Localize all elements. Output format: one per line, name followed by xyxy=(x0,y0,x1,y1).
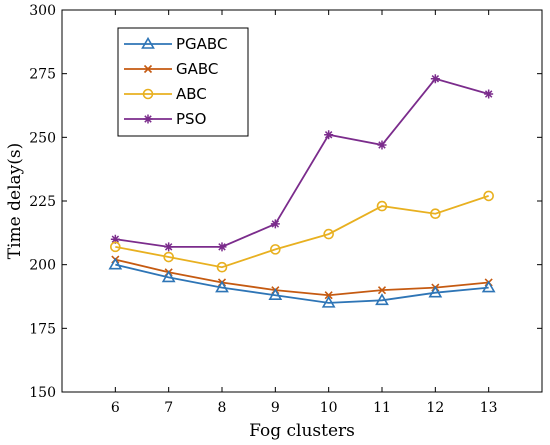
data-point-abc xyxy=(216,261,228,273)
y-tick-label: 200 xyxy=(29,258,56,274)
legend-marker xyxy=(142,88,154,100)
x-tick-label: 11 xyxy=(373,400,391,416)
series-line-pgabc xyxy=(115,263,489,304)
series-pso xyxy=(110,74,494,252)
y-tick-label: 250 xyxy=(29,130,56,146)
data-point-pgabc xyxy=(375,293,389,306)
data-point-abc xyxy=(376,200,388,212)
legend-label: PSO xyxy=(176,110,206,128)
x-tick-label: 13 xyxy=(480,400,498,416)
legend-label: PGABC xyxy=(176,35,227,53)
data-point-pso xyxy=(270,219,280,229)
data-point-pso xyxy=(324,130,334,140)
series-line-abc xyxy=(115,195,489,269)
data-point-abc xyxy=(323,228,334,240)
legend-box xyxy=(117,27,249,137)
series-line-pso xyxy=(115,77,489,248)
y-tick-label: 225 xyxy=(29,194,56,210)
legend-marker xyxy=(141,36,155,49)
data-point-pso xyxy=(164,242,174,252)
x-tick-label: 10 xyxy=(320,400,338,416)
data-point-pgabc xyxy=(268,288,283,301)
legend-label: ABC xyxy=(176,85,207,103)
legend: PGABC GABC ABC PSO xyxy=(117,27,249,137)
series-pgabc xyxy=(108,257,496,308)
y-tick-label: 150 xyxy=(29,385,56,401)
x-tick-label: 12 xyxy=(426,400,444,416)
x-tick-label: 6 xyxy=(111,400,120,416)
data-point-pgabc xyxy=(215,280,229,293)
x-axis-ticks: 6 7 8 9 10 11 12 13 xyxy=(111,10,498,416)
legend-item-abc: ABC xyxy=(124,85,207,103)
data-point-gabc xyxy=(377,286,387,295)
data-point-abc xyxy=(430,208,441,220)
legend-item-pso: PSO xyxy=(124,110,206,128)
data-point-pgabc xyxy=(321,295,336,308)
x-tick-label: 8 xyxy=(218,400,227,416)
data-point-pso xyxy=(377,140,387,150)
x-tick-label: 7 xyxy=(164,400,173,416)
data-point-abc xyxy=(163,251,174,263)
series-abc xyxy=(110,190,494,273)
data-point-gabc xyxy=(324,291,333,300)
data-point-pso xyxy=(484,89,494,99)
data-point-abc xyxy=(483,190,494,202)
data-point-pgabc xyxy=(428,285,443,298)
data-point-pgabc xyxy=(108,257,123,270)
x-tick-label: 9 xyxy=(271,400,280,416)
y-tick-label: 175 xyxy=(29,321,56,337)
x-axis-label: Fog clusters xyxy=(249,421,355,441)
data-point-pgabc xyxy=(161,270,176,283)
data-point-pso xyxy=(217,242,227,252)
data-point-pgabc xyxy=(481,280,496,293)
y-tick-label: 275 xyxy=(29,67,56,83)
legend-label: GABC xyxy=(176,60,218,78)
legend-marker xyxy=(143,64,153,74)
y-axis-label: Time delay(s) xyxy=(5,143,25,259)
y-axis-ticks: 150 175 200 225 250 275 300 xyxy=(29,3,542,401)
plot-marks xyxy=(108,74,496,308)
legend-marker xyxy=(143,114,153,124)
series-line-gabc xyxy=(115,258,489,297)
data-point-pso xyxy=(110,234,120,244)
data-point-pso xyxy=(430,74,440,84)
y-tick-label: 300 xyxy=(29,3,56,19)
legend-item-gabc: GABC xyxy=(124,60,218,78)
data-point-abc xyxy=(270,244,281,255)
legend-item-pgabc: PGABC xyxy=(124,35,227,53)
data-point-abc xyxy=(110,241,121,253)
